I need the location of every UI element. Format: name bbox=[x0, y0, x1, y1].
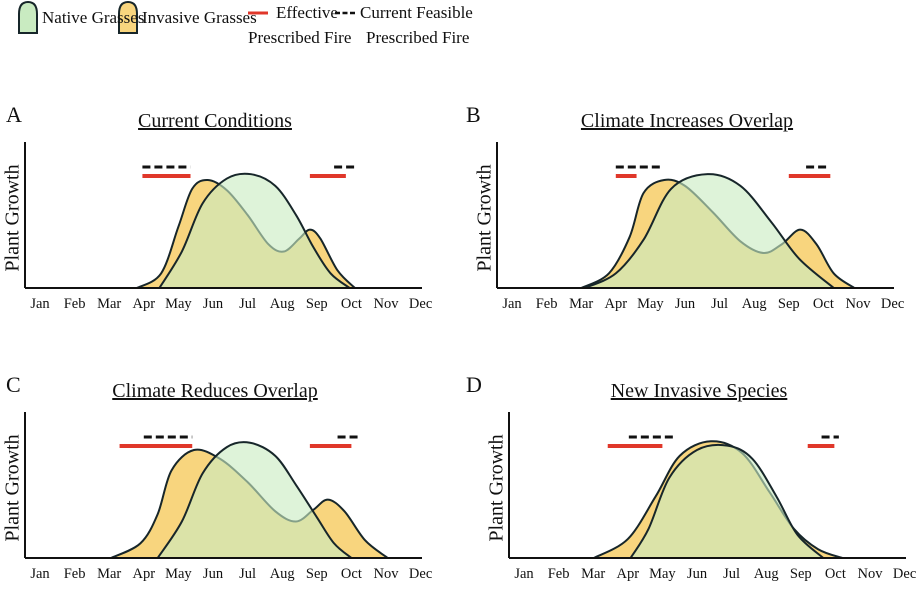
x-tick-label: Dec bbox=[880, 296, 905, 312]
y-axis-label: Plant Growth bbox=[473, 164, 496, 272]
x-tick-label: Jun bbox=[686, 566, 708, 582]
x-tick-label: Mar bbox=[97, 566, 122, 582]
x-tick-label: May bbox=[165, 566, 192, 582]
panel-label: C bbox=[6, 372, 21, 397]
x-tick-label: Aug bbox=[269, 296, 295, 312]
x-tick-label: May bbox=[637, 296, 664, 312]
x-tick-label: Jan bbox=[30, 296, 50, 312]
x-tick-label: Sep bbox=[789, 566, 812, 582]
x-tick-label: Apr bbox=[616, 566, 640, 582]
x-tick-label: Jan bbox=[30, 566, 50, 582]
native-grasses-area bbox=[157, 442, 352, 558]
panel-title: Climate Increases Overlap bbox=[580, 110, 794, 132]
panel-title: Current Conditions bbox=[138, 110, 292, 132]
x-tick-label: Feb bbox=[63, 296, 86, 312]
x-tick-label: Sep bbox=[305, 296, 328, 312]
panel-title: Climate Reduces Overlap bbox=[112, 380, 318, 402]
native-grasses-area bbox=[159, 173, 350, 288]
x-tick-label: Mar bbox=[97, 296, 122, 312]
legend-swatches bbox=[18, 0, 357, 34]
x-tick-label: Apr bbox=[132, 566, 156, 582]
x-tick-label: Nov bbox=[845, 296, 871, 312]
y-axis-label: Plant Growth bbox=[1, 434, 24, 542]
legend-effective-label-2: Prescribed Fire bbox=[248, 28, 352, 47]
plot-area bbox=[508, 412, 906, 559]
legend: Native Grasses Invasive Grasses Effectiv… bbox=[0, 0, 920, 60]
x-tick-label: Nov bbox=[373, 296, 399, 312]
legend-native-label: Native Grasses bbox=[42, 8, 145, 27]
native-grasses-area bbox=[630, 444, 824, 558]
x-tick-label: Dec bbox=[408, 566, 433, 582]
native-grasses-outline bbox=[158, 172, 351, 289]
x-tick-label: Jan bbox=[502, 296, 522, 312]
x-tick-label: Nov bbox=[857, 566, 883, 582]
panel-a: A Current Conditions Plant Growth Jan Feb Mar… bbox=[0, 100, 460, 320]
x-tick-label: Mar bbox=[569, 296, 594, 312]
x-tick-label: Feb bbox=[535, 296, 558, 312]
panel-label: B bbox=[466, 102, 481, 127]
legend-effective-label-1: Effective bbox=[276, 3, 338, 22]
x-tick-label: Jun bbox=[202, 566, 224, 582]
x-tick-label: Jul bbox=[239, 566, 257, 582]
plot-area bbox=[496, 142, 894, 289]
x-tick-label: Oct bbox=[340, 296, 362, 312]
x-tick-label: Jul bbox=[239, 296, 257, 312]
x-tick-label: Oct bbox=[340, 566, 362, 582]
x-tick-label: Dec bbox=[408, 296, 433, 312]
panel-b: B Climate Increases Overlap Plant Growth Ja… bbox=[460, 100, 920, 320]
x-tick-label: Aug bbox=[741, 296, 767, 312]
y-axis-label: Plant Growth bbox=[485, 434, 508, 542]
legend-invasive-label: Invasive Grasses bbox=[142, 8, 257, 27]
x-tick-label: Oct bbox=[824, 566, 846, 582]
native-grasses-outline bbox=[629, 443, 824, 559]
x-tick-label: Mar bbox=[581, 566, 606, 582]
x-tick-label: Sep bbox=[305, 566, 328, 582]
native-grasses-area bbox=[584, 174, 834, 288]
x-tick-label: Nov bbox=[373, 566, 399, 582]
x-tick-label: Jul bbox=[711, 296, 729, 312]
x-tick-label: Feb bbox=[63, 566, 86, 582]
panel-c: C Climate Reduces Overlap Plant Growth Jan F… bbox=[0, 370, 460, 590]
x-tick-label: Aug bbox=[753, 566, 779, 582]
x-tick-label: Sep bbox=[777, 296, 800, 312]
x-tick-label: Dec bbox=[892, 566, 917, 582]
x-tick-label: Oct bbox=[812, 296, 834, 312]
x-tick-label: Feb bbox=[547, 566, 570, 582]
native-grasses-outline bbox=[584, 173, 835, 289]
x-tick-label: Jun bbox=[674, 296, 696, 312]
plot-area bbox=[24, 142, 422, 289]
x-tick-label: Jan bbox=[514, 566, 534, 582]
plot-area bbox=[24, 412, 422, 559]
x-tick-label: Apr bbox=[604, 296, 628, 312]
native-grasses-swatch-icon bbox=[18, 0, 38, 34]
legend-feasible-label-1: Current Feasible bbox=[360, 3, 473, 22]
x-tick-label: Jun bbox=[202, 296, 224, 312]
x-tick-label: Apr bbox=[132, 296, 156, 312]
x-tick-label: May bbox=[649, 566, 676, 582]
legend-feasible-label-2: Prescribed Fire bbox=[366, 28, 470, 47]
y-axis-label: Plant Growth bbox=[1, 164, 24, 272]
x-tick-label: Jul bbox=[723, 566, 741, 582]
native-grasses-outline bbox=[156, 441, 353, 559]
panel-d: D New Invasive Species Plant Growth Jan Feb M… bbox=[460, 370, 920, 590]
panel-label: A bbox=[6, 102, 22, 127]
panel-label: D bbox=[466, 372, 482, 397]
panel-title: New Invasive Species bbox=[610, 380, 788, 402]
x-tick-label: May bbox=[165, 296, 192, 312]
invasive-grasses-swatch-icon bbox=[118, 0, 138, 34]
x-tick-label: Aug bbox=[269, 566, 295, 582]
